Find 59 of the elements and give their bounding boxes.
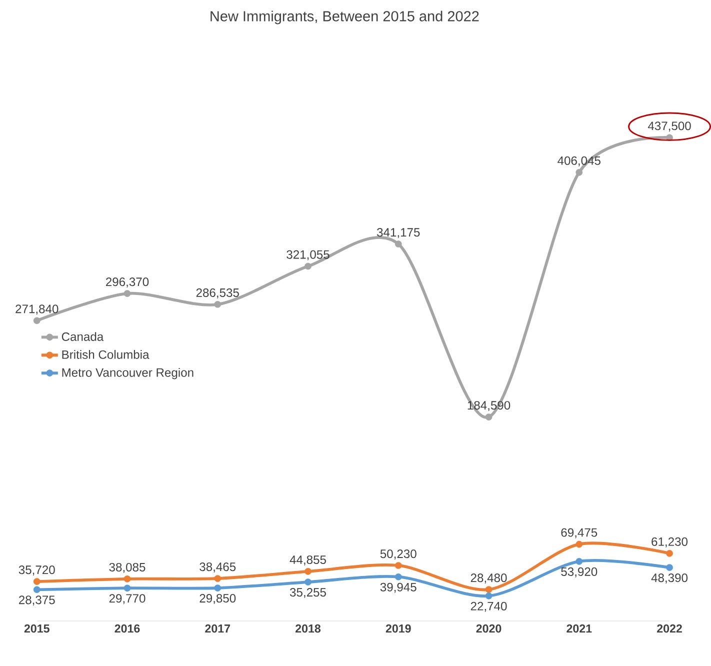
point [124,576,131,583]
x-tick-label: 2021 [566,624,592,633]
data-label: 286,535 [196,288,239,299]
data-label: 22,740 [470,602,507,612]
data-label: 48,390 [651,574,688,584]
data-label: 341,175 [377,228,420,238]
legend-label: Canada [62,332,104,342]
data-label: 39,945 [380,583,416,594]
data-label: 69,475 [561,528,598,538]
data-label: 296,370 [106,278,149,288]
point [33,317,40,324]
point [33,586,40,594]
data-label: 35,720 [18,566,55,576]
point [485,586,492,594]
point [485,592,492,600]
point [304,578,312,586]
x-tick-label: 2018 [296,624,321,633]
point [576,540,583,548]
data-label: 28,480 [470,574,507,584]
x-tick-label: 2020 [476,624,502,633]
data-label: 184,590 [468,401,510,412]
point [666,564,673,572]
point [214,301,222,308]
point [394,240,402,248]
data-label: 28,375 [19,596,55,606]
data-label: 53,920 [561,568,598,578]
x-tick-label: 2019 [386,624,411,633]
point [666,550,673,557]
chart-title: New Immigrants, Between 2015 and 2022 [210,10,479,24]
point [485,414,492,421]
data-label: 29,850 [200,594,236,604]
point [576,558,583,566]
data-label: 50,230 [380,550,416,560]
point [304,262,312,270]
x-tick-label: 2015 [24,624,50,633]
data-label: 321,055 [286,250,330,260]
point [214,575,222,582]
data-label: 38,465 [200,562,236,573]
point [124,584,131,592]
point [394,574,402,580]
data-label: 44,855 [290,556,326,566]
legend-label: British Columbia [62,350,150,360]
data-label: 38,085 [109,563,146,574]
legend-label: Metro Vancouver Region [62,368,194,380]
x-tick-label: 2016 [114,624,140,633]
x-tick-label: 2022 [657,624,682,633]
data-label: 35,255 [290,588,326,598]
data-label: 437,500 [648,122,691,132]
point [394,562,402,570]
point [576,169,583,176]
point [304,568,312,576]
point [124,290,131,298]
point [214,584,222,592]
x-tick-label: 2017 [205,624,230,633]
data-label: 61,230 [652,538,688,548]
data-label: 271,840 [16,304,58,315]
data-label: 29,770 [109,594,146,604]
data-label: 406,045 [558,156,600,167]
point [33,578,40,586]
